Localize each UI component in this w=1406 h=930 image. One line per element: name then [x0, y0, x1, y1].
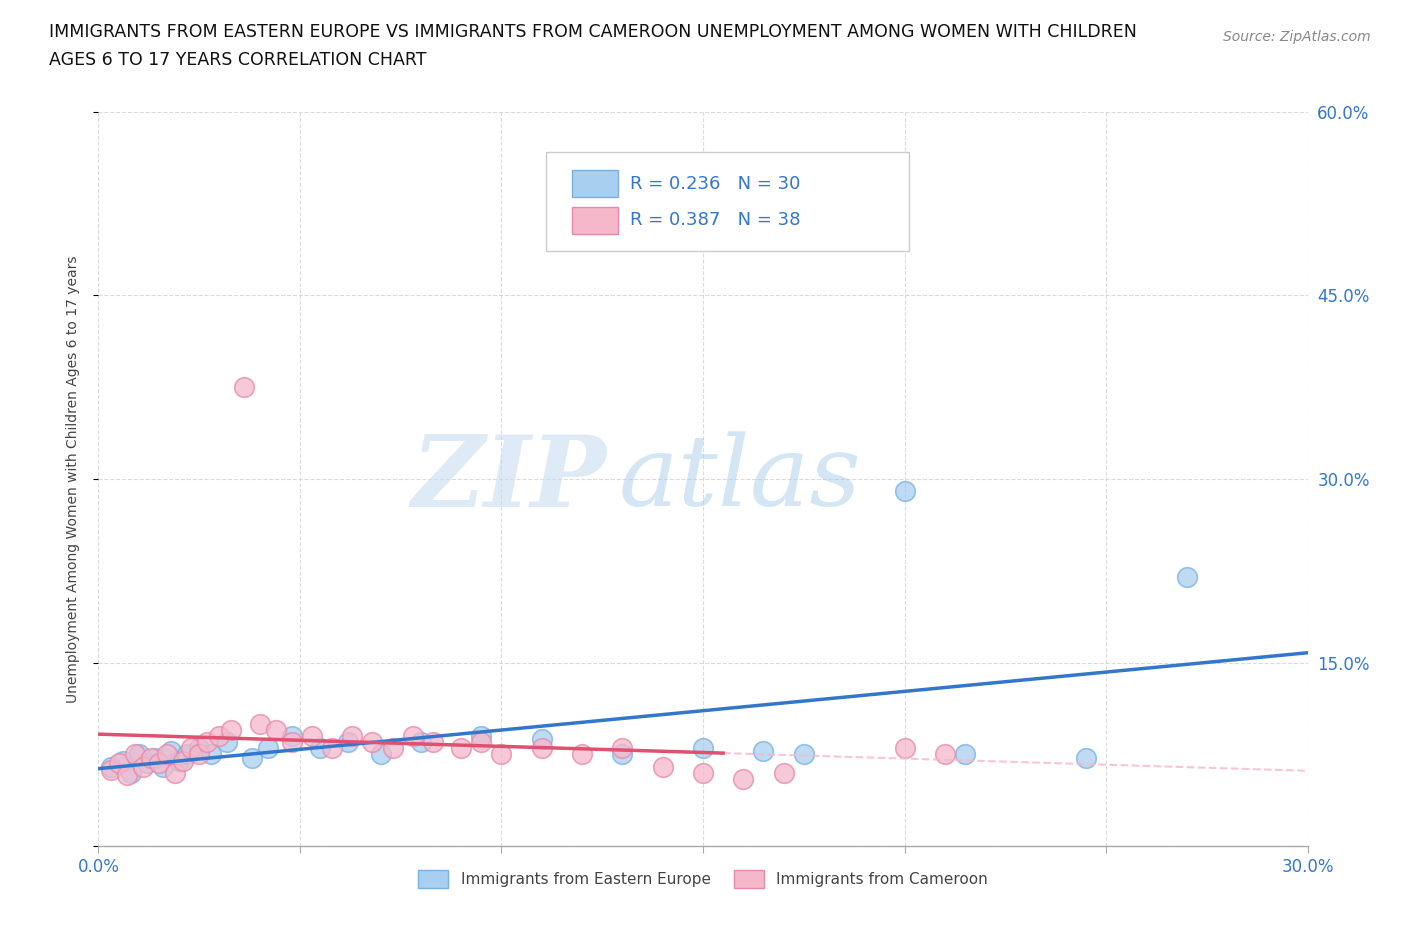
Point: [281, 729, 304, 744]
Text: Source: ZipAtlas.com: Source: ZipAtlas.com: [1223, 30, 1371, 44]
Point: [180, 741, 202, 756]
Point: [793, 747, 815, 762]
Point: [612, 747, 634, 762]
Point: [301, 729, 323, 744]
Point: [409, 735, 432, 750]
Point: [176, 747, 198, 762]
Point: [139, 751, 162, 765]
Text: AGES 6 TO 17 YEARS CORRELATION CHART: AGES 6 TO 17 YEARS CORRELATION CHART: [49, 51, 426, 69]
Point: [100, 759, 122, 774]
Point: [530, 741, 553, 756]
Point: [1175, 569, 1198, 584]
Point: [264, 723, 287, 737]
FancyBboxPatch shape: [546, 152, 908, 251]
Point: [733, 772, 755, 787]
Point: [692, 765, 714, 780]
Text: atlas: atlas: [619, 432, 860, 526]
Point: [143, 751, 166, 765]
Point: [188, 747, 211, 762]
Point: [221, 723, 243, 737]
Point: [450, 741, 472, 756]
Point: [361, 735, 384, 750]
Point: [160, 743, 183, 758]
Point: [188, 741, 211, 756]
Point: [256, 741, 278, 756]
Point: [128, 747, 150, 762]
Point: [232, 379, 254, 394]
Point: [217, 735, 239, 750]
Point: [107, 755, 129, 770]
Point: [115, 768, 138, 783]
Point: [422, 735, 444, 750]
Point: [470, 729, 492, 744]
Point: [195, 735, 218, 750]
Legend: Immigrants from Eastern Europe, Immigrants from Cameroon: Immigrants from Eastern Europe, Immigran…: [412, 864, 994, 894]
Text: R = 0.236   N = 30: R = 0.236 N = 30: [630, 175, 801, 193]
Point: [491, 747, 513, 762]
Point: [752, 743, 775, 758]
Point: [893, 741, 915, 756]
Point: [100, 763, 122, 777]
Point: [152, 759, 174, 774]
Point: [651, 759, 673, 774]
Point: [893, 484, 915, 498]
Point: [612, 741, 634, 756]
Point: [200, 747, 222, 762]
Point: [124, 747, 146, 762]
Text: ZIP: ZIP: [412, 431, 606, 527]
Point: [530, 731, 553, 746]
Point: [281, 735, 304, 750]
Point: [370, 747, 392, 762]
Point: [132, 759, 155, 774]
Point: [321, 741, 343, 756]
Point: [934, 747, 956, 762]
Point: [208, 729, 231, 744]
Point: [1074, 751, 1097, 765]
Point: [571, 747, 593, 762]
Point: [692, 741, 714, 756]
Y-axis label: Unemployment Among Women with Children Ages 6 to 17 years: Unemployment Among Women with Children A…: [66, 255, 80, 703]
Point: [342, 729, 364, 744]
Point: [156, 747, 179, 762]
Text: IMMIGRANTS FROM EASTERN EUROPE VS IMMIGRANTS FROM CAMEROON UNEMPLOYMENT AMONG WO: IMMIGRANTS FROM EASTERN EUROPE VS IMMIGR…: [49, 23, 1137, 41]
Bar: [572, 170, 619, 197]
Point: [402, 729, 425, 744]
Point: [953, 747, 976, 762]
Point: [337, 735, 360, 750]
Point: [148, 755, 170, 770]
Text: R = 0.387   N = 38: R = 0.387 N = 38: [630, 211, 801, 229]
Point: [172, 753, 194, 768]
Bar: [572, 206, 619, 233]
Point: [120, 765, 142, 780]
Point: [163, 765, 186, 780]
Point: [772, 765, 794, 780]
Point: [111, 753, 134, 768]
Point: [135, 755, 157, 770]
Point: [249, 716, 271, 731]
Point: [470, 735, 492, 750]
Point: [167, 753, 190, 768]
Point: [240, 751, 263, 765]
Point: [381, 741, 404, 756]
Point: [309, 741, 332, 756]
